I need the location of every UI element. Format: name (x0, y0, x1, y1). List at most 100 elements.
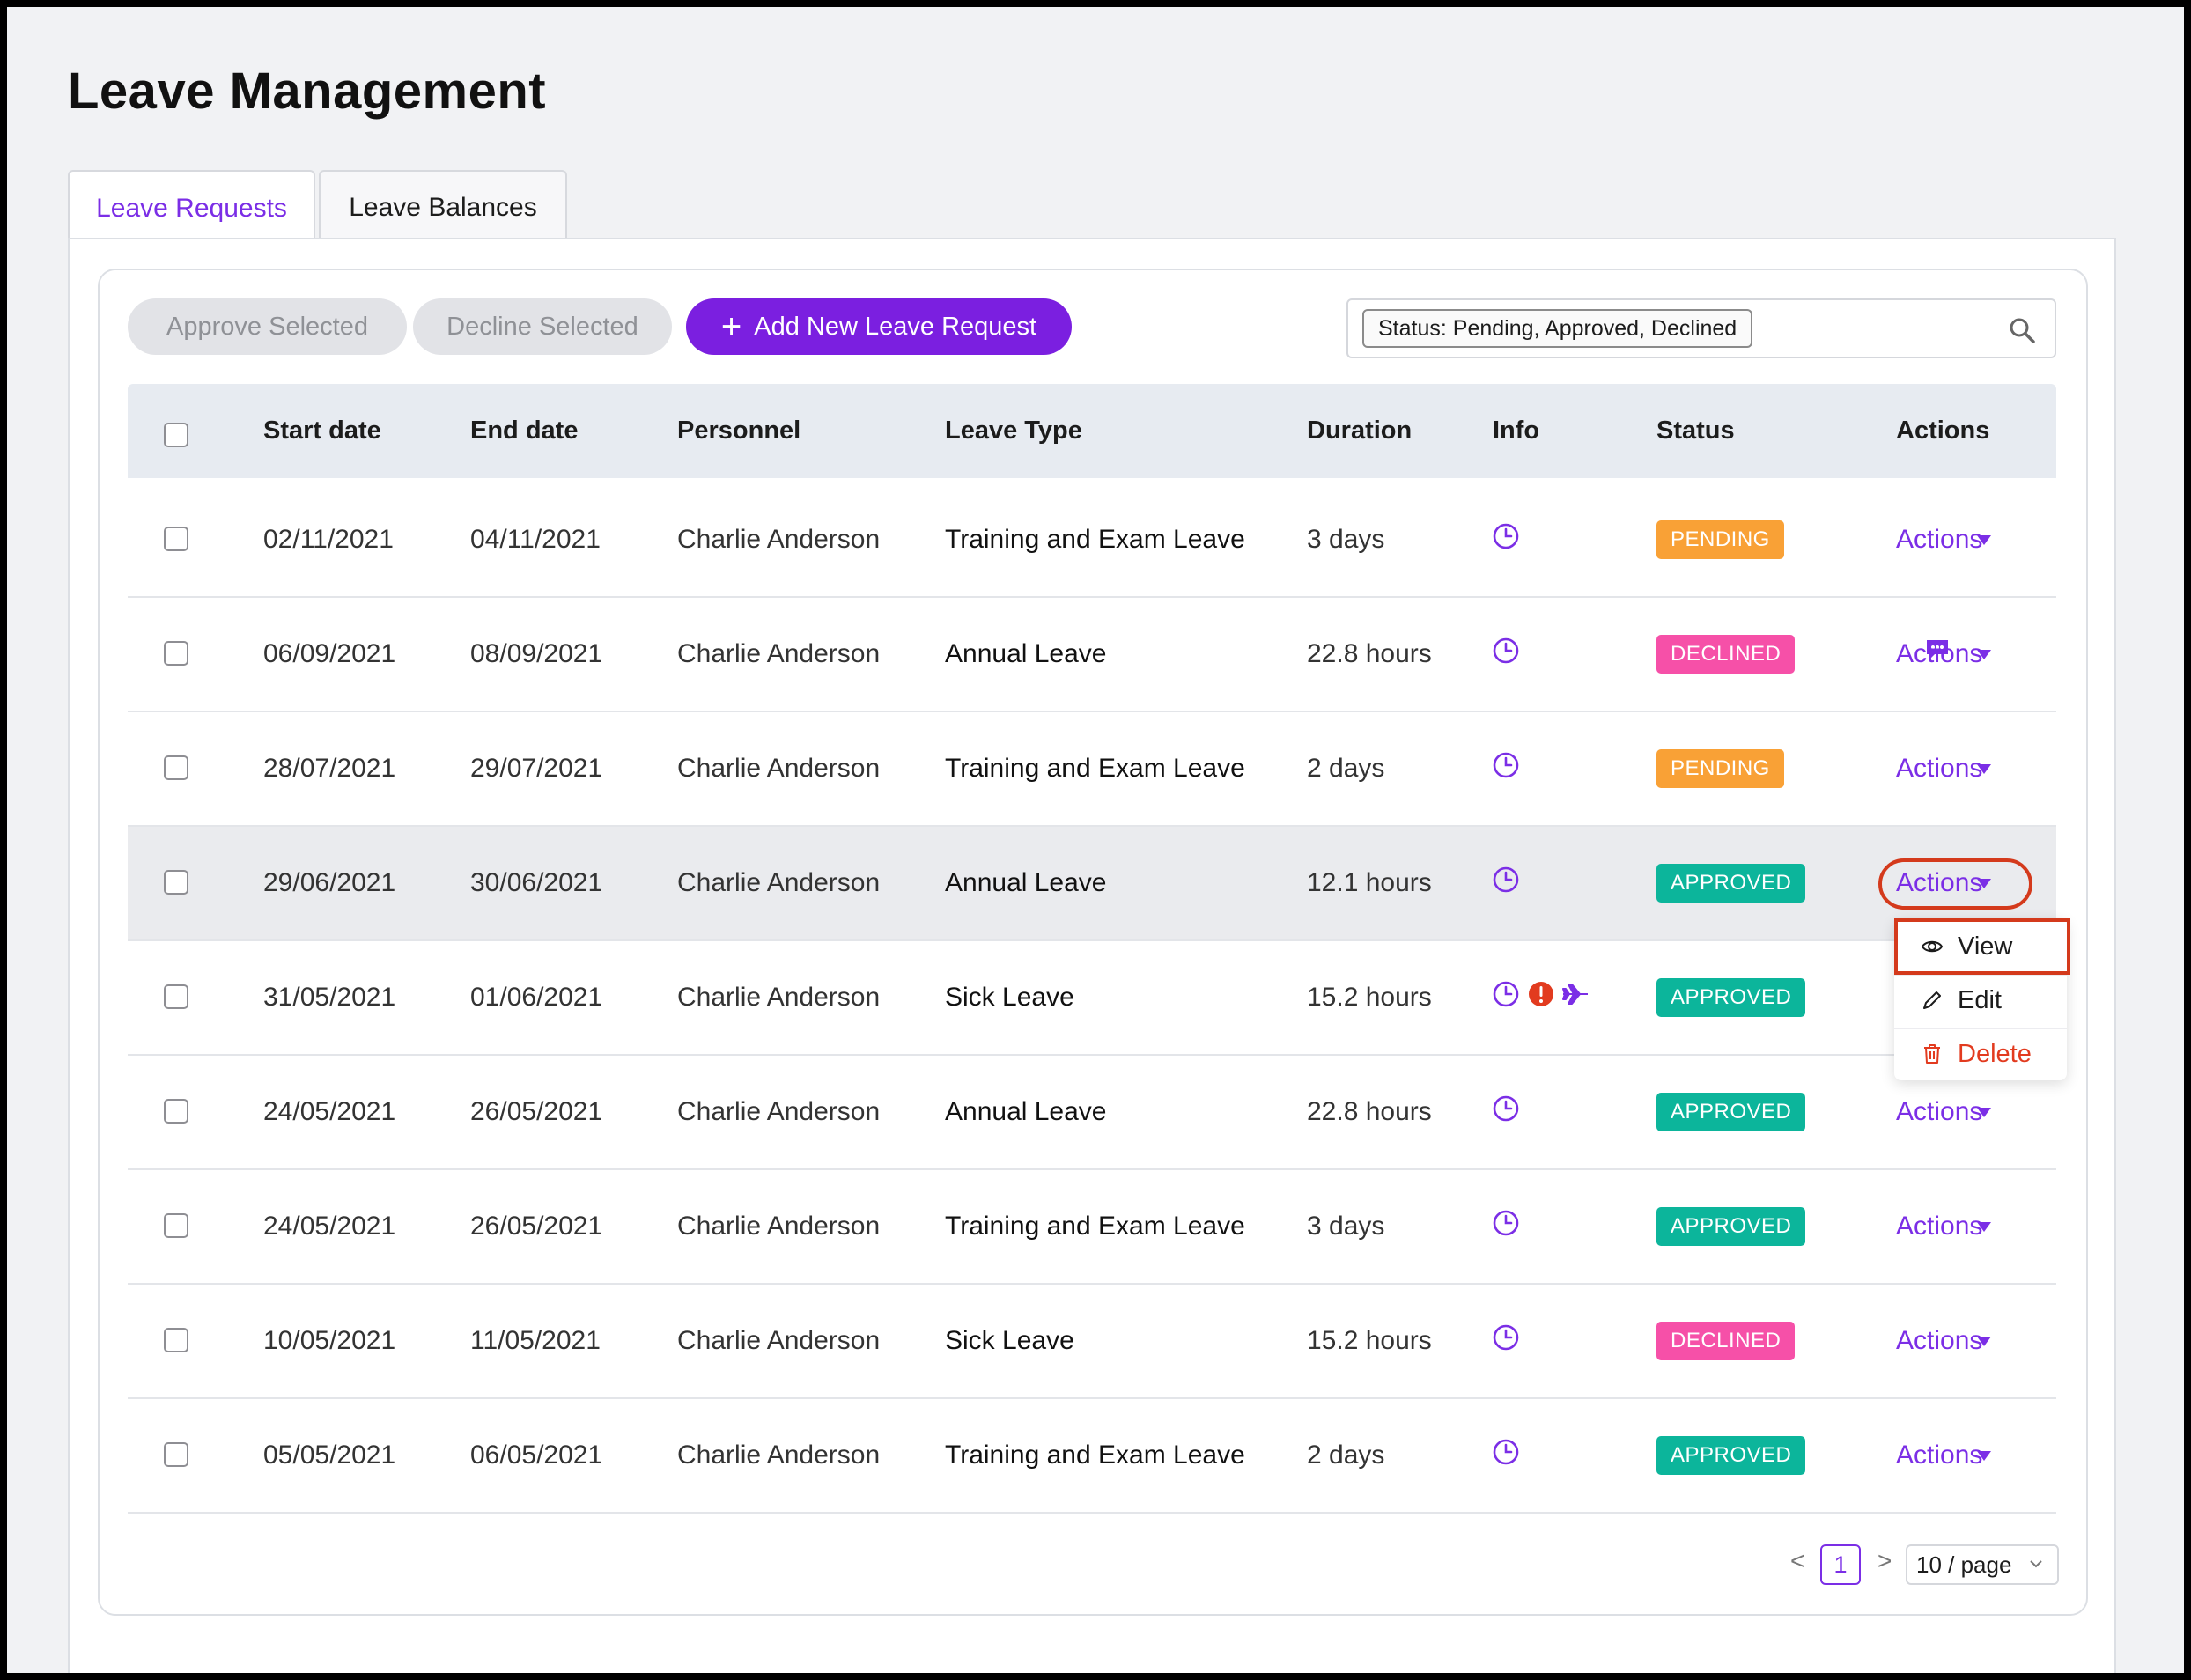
row-start-date: 05/05/2021 (263, 1441, 396, 1470)
clock-icon[interactable] (1492, 1209, 1520, 1242)
clock-icon[interactable] (1492, 1438, 1520, 1470)
actions-label: Actions (1896, 639, 1983, 668)
clock-icon[interactable] (1492, 1323, 1520, 1356)
clock-icon[interactable] (1492, 980, 1520, 1013)
chevron-down-icon (2030, 1560, 2042, 1568)
column-status[interactable]: Status (1656, 416, 1735, 445)
row-start-date: 10/05/2021 (263, 1326, 396, 1355)
menu-item-delete[interactable]: Delete (1894, 1028, 2067, 1079)
clock-icon[interactable] (1492, 1094, 1520, 1127)
status-badge: APPROVED (1656, 1093, 1806, 1131)
actions-dropdown[interactable]: Actions (1896, 1285, 1982, 1397)
row-checkbox[interactable] (164, 527, 188, 551)
approve-selected-button[interactable]: Approve Selected (128, 298, 407, 355)
row-checkbox[interactable] (164, 755, 188, 780)
status-badge: APPROVED (1656, 978, 1806, 1017)
caret-down-icon[interactable] (1977, 879, 1991, 888)
actions-dropdown[interactable]: Actions (1896, 827, 1982, 939)
actions-dropdown[interactable]: Actions (1896, 1170, 1982, 1283)
row-end-date: 08/09/2021 (470, 639, 603, 668)
caret-down-icon[interactable] (1977, 1337, 1991, 1346)
menu-separator (1894, 974, 2067, 976)
row-personnel: Charlie Anderson (677, 983, 881, 1012)
page-size-value: 10 / page (1916, 1551, 2012, 1578)
pagination-next-button[interactable]: > (1877, 1547, 1892, 1574)
row-duration: 12.1 hours (1307, 868, 1432, 897)
row-start-date: 24/05/2021 (263, 1097, 396, 1126)
caret-down-icon[interactable] (1977, 1108, 1991, 1117)
clock-icon[interactable] (1492, 866, 1520, 898)
row-checkbox[interactable] (164, 1328, 188, 1352)
caret-down-icon[interactable] (1977, 1451, 1991, 1461)
row-end-date: 01/06/2021 (470, 983, 603, 1012)
actions-dropdown[interactable]: Actions (1896, 483, 1982, 596)
status-filter-search[interactable]: Status: Pending, Approved, Declined (1346, 298, 2056, 358)
column-start-date[interactable]: Start date (263, 416, 381, 445)
clock-icon[interactable] (1492, 637, 1520, 669)
page-size-select[interactable]: 10 / page (1906, 1544, 2059, 1585)
decline-selected-button[interactable]: Decline Selected (413, 298, 672, 355)
column-leave-type[interactable]: Leave Type (945, 416, 1082, 445)
clock-icon[interactable] (1492, 522, 1520, 555)
plus-icon: + (720, 307, 742, 346)
caret-down-icon[interactable] (1977, 1222, 1991, 1232)
column-duration[interactable]: Duration (1307, 416, 1413, 445)
status-badge: PENDING (1656, 520, 1784, 559)
menu-item-view[interactable]: View (1894, 921, 2067, 972)
tab-leave-balances[interactable]: Leave Balances (319, 170, 567, 244)
pagination-prev-button[interactable]: < (1790, 1547, 1805, 1574)
row-start-date: 06/09/2021 (263, 639, 396, 668)
status-filter-tag[interactable]: Status: Pending, Approved, Declined (1362, 309, 1753, 348)
menu-item-view-label: View (1958, 932, 2013, 961)
actions-dropdown[interactable]: Actions (1896, 598, 1982, 711)
row-checkbox[interactable] (164, 1213, 188, 1238)
menu-item-edit[interactable]: Edit (1894, 975, 2067, 1026)
airplane-icon[interactable] (1561, 980, 1591, 1013)
status-badge: APPROVED (1656, 1436, 1806, 1475)
row-checkbox[interactable] (164, 1442, 188, 1467)
select-all-checkbox[interactable] (164, 423, 188, 447)
column-end-date[interactable]: End date (470, 416, 579, 445)
row-checkbox[interactable] (164, 984, 188, 1009)
actions-dropdown[interactable]: Actions (1896, 1056, 1982, 1168)
actions-label: Actions (1896, 868, 1983, 897)
caret-down-icon[interactable] (1977, 650, 1991, 659)
actions-dropdown[interactable]: Actions (1896, 712, 1982, 825)
row-checkbox[interactable] (164, 1099, 188, 1124)
table-row: 10/05/2021 11/05/2021 Charlie Anderson Sick… (128, 1285, 2056, 1399)
menu-separator (1894, 1028, 2067, 1029)
row-checkbox[interactable] (164, 870, 188, 895)
comment-icon[interactable] (1924, 637, 1951, 667)
column-personnel[interactable]: Personnel (677, 416, 801, 445)
row-leave-type: Sick Leave (945, 983, 1074, 1012)
clock-icon[interactable] (1492, 751, 1520, 784)
search-icon[interactable] (2007, 315, 2037, 345)
row-leave-type: Annual Leave (945, 639, 1107, 668)
caret-down-icon[interactable] (1977, 764, 1991, 774)
trash-icon (1924, 1044, 1940, 1064)
menu-item-edit-label: Edit (1958, 985, 2002, 1014)
row-end-date: 06/05/2021 (470, 1441, 603, 1470)
actions-dropdown[interactable]: Actions (1896, 1399, 1982, 1512)
row-start-date: 24/05/2021 (263, 1212, 396, 1241)
row-personnel: Charlie Anderson (677, 1326, 881, 1355)
row-checkbox[interactable] (164, 641, 188, 666)
row-duration: 22.8 hours (1307, 1097, 1432, 1126)
row-duration: 15.2 hours (1307, 983, 1432, 1012)
row-personnel: Charlie Anderson (677, 525, 881, 554)
page-title: Leave Management (68, 63, 547, 120)
row-personnel: Charlie Anderson (677, 868, 881, 897)
column-info: Info (1493, 416, 1540, 445)
pagination-page-1[interactable]: 1 (1820, 1544, 1861, 1585)
row-end-date: 04/11/2021 (470, 525, 601, 554)
row-start-date: 02/11/2021 (263, 525, 394, 554)
table-row: 24/05/2021 26/05/2021 Charlie Anderson Annu… (128, 1056, 2056, 1170)
tab-leave-requests[interactable]: Leave Requests (68, 170, 315, 246)
alert-icon[interactable] (1527, 980, 1555, 1013)
caret-down-icon[interactable] (1977, 535, 1991, 545)
table-row: 06/09/2021 08/09/2021 Charlie Anderson Annu… (128, 598, 2056, 712)
table-header: Start date End date Personnel Leave Type… (128, 384, 2056, 478)
row-start-date: 28/07/2021 (263, 754, 396, 783)
menu-item-delete-label: Delete (1958, 1039, 2032, 1068)
add-leave-request-button[interactable]: + Add New Leave Request (686, 298, 1072, 355)
